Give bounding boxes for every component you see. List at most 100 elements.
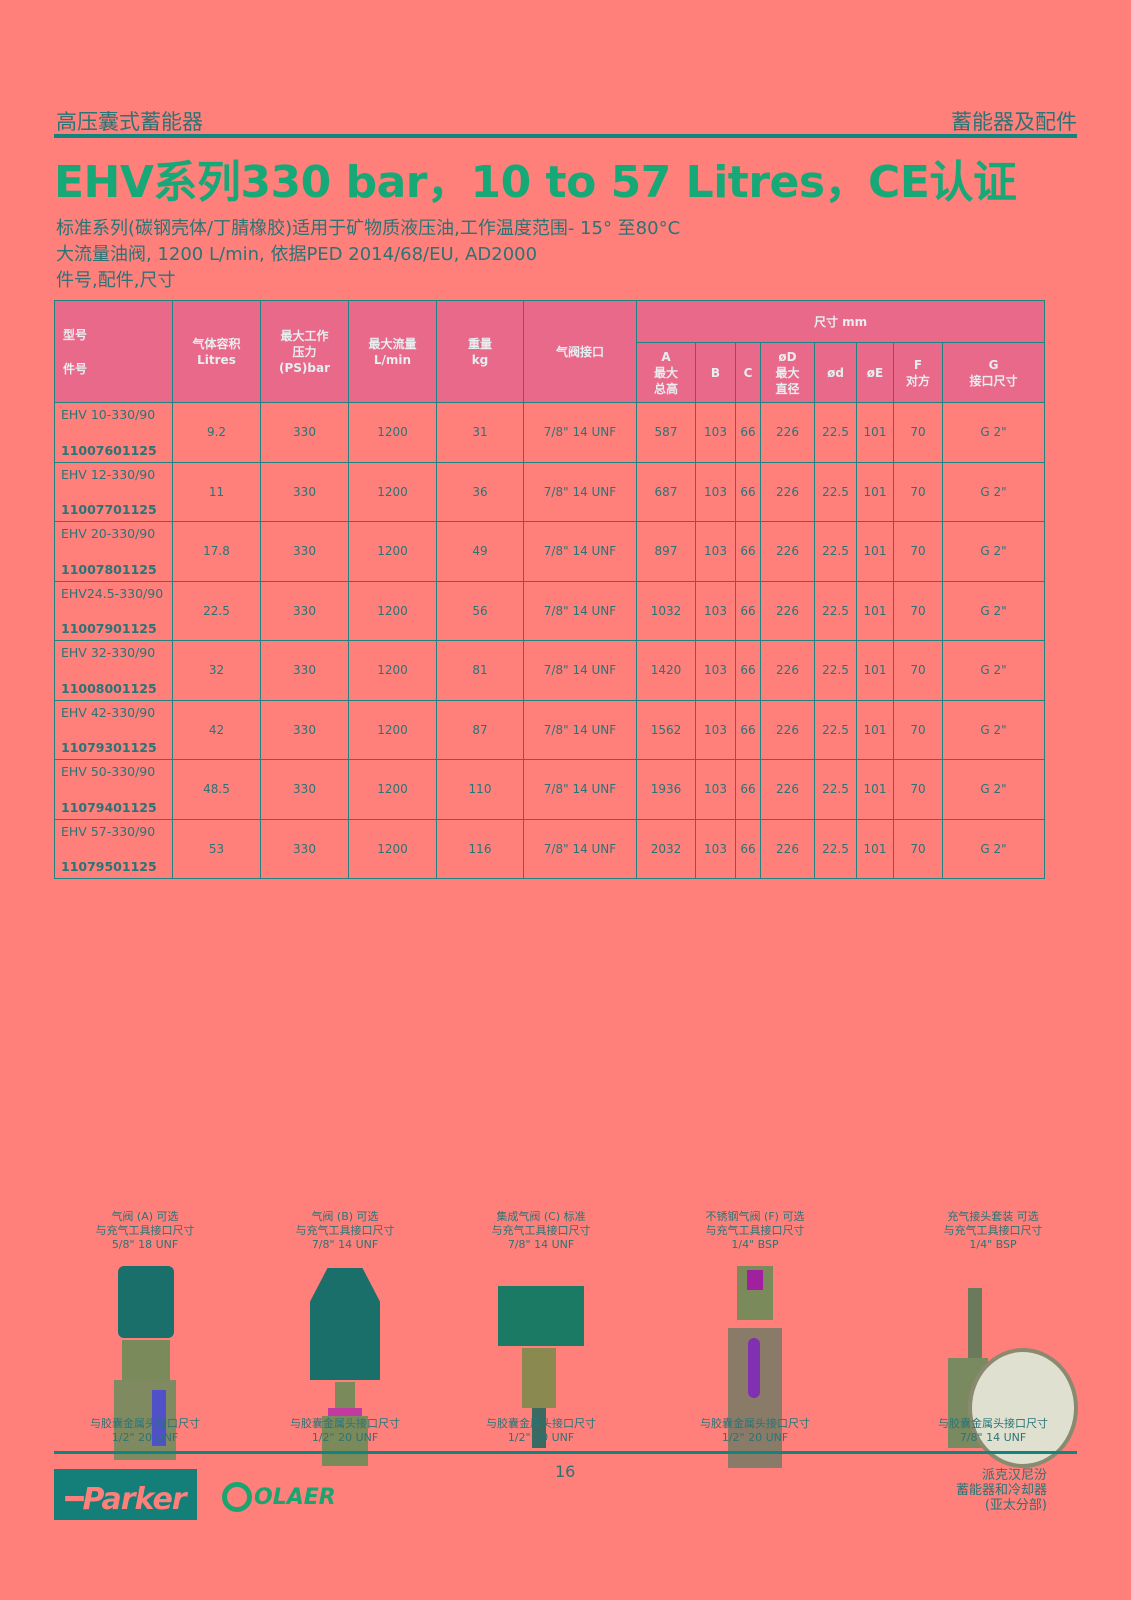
- cell-D: 226: [760, 580, 815, 641]
- accessory-bottom-label: 与胶囊金属头接口尺寸: [90, 1417, 200, 1430]
- part-number: 11079401125: [61, 799, 157, 815]
- cell-pressure: 330: [260, 699, 349, 760]
- accessory-name: 充气接头套装 可选: [947, 1210, 1039, 1223]
- cell-C: 66: [735, 402, 761, 463]
- cell-B: 103: [695, 521, 736, 582]
- cell-F: 70: [893, 461, 943, 522]
- header-valve: 气阀接口: [523, 300, 637, 403]
- accessory-bottom-label: 与胶囊金属头接口尺寸: [938, 1417, 1048, 1430]
- cell-flow: 1200: [348, 759, 437, 820]
- parker-logo: ━Parker: [54, 1469, 197, 1520]
- cell-B: 103: [695, 580, 736, 641]
- cell-d: 22.5: [814, 699, 857, 760]
- cell-A: 587: [636, 402, 696, 463]
- charging-kit-gauge-icon: [948, 1258, 1078, 1468]
- accessory-name: 气阀 (A) 可选: [111, 1210, 179, 1223]
- accessory-name: 集成气阀 (C) 标准: [496, 1210, 586, 1223]
- cell-d: 22.5: [814, 461, 857, 522]
- olaer-logo: OLAER: [222, 1482, 336, 1512]
- cell-B: 103: [695, 759, 736, 820]
- accessory-top-label: 与充气工具接口尺寸: [943, 1224, 1043, 1237]
- table-row: EHV 20-330/90 11007801125 17.8 330 1200 49 7/8…: [54, 521, 1046, 582]
- cell-C: 66: [735, 818, 761, 879]
- cell-D: 226: [760, 818, 815, 879]
- cell-pressure: 330: [260, 521, 349, 582]
- header-A: A 最大 总高: [636, 342, 696, 403]
- accessory-top-label: 与充气工具接口尺寸: [95, 1224, 195, 1237]
- accessory-bottom-size: 1/2" 20 UNF: [311, 1431, 379, 1444]
- header-F: F 对方: [893, 342, 943, 403]
- model-cell: EHV 12-330/90 11007701125: [54, 461, 173, 522]
- accessory-bottom-label: 与胶囊金属头接口尺寸: [700, 1417, 810, 1430]
- accessory-top-size: 5/8" 18 UNF: [111, 1238, 179, 1251]
- cell-D: 226: [760, 640, 815, 701]
- cell-A: 1032: [636, 580, 696, 641]
- cell-d: 22.5: [814, 521, 857, 582]
- cell-pressure: 330: [260, 640, 349, 701]
- accessory-top-size: 7/8" 14 UNF: [311, 1238, 379, 1251]
- cell-pressure: 330: [260, 759, 349, 820]
- cell-valve: 7/8" 14 UNF: [523, 818, 637, 879]
- table-row: EHV 10-330/90 11007601125 9.2 330 1200 31 7/8"…: [54, 402, 1046, 463]
- subtitle-1: 标准系列(碳钢壳体/丁腈橡胶)适用于矿物质液压油,工作温度范围- 15° 至80…: [56, 218, 681, 239]
- page-title: EHV系列330 bar，10 to 57 Litres，CE认证: [54, 157, 1017, 208]
- cell-valve: 7/8" 14 UNF: [523, 640, 637, 701]
- cell-E: 101: [856, 699, 894, 760]
- cell-A: 897: [636, 521, 696, 582]
- bottom-divider: [54, 1451, 1077, 1454]
- model-cell: EHV 50-330/90 11079401125: [54, 759, 173, 820]
- accessory-top-label: 与充气工具接口尺寸: [491, 1224, 591, 1237]
- model-cell: EHV 57-330/90 11079501125: [54, 818, 173, 879]
- accessory-item: 气阀 (B) 可选 与充气工具接口尺寸 7/8" 14 UNF 与胶囊金属头接口…: [270, 1210, 420, 1466]
- cell-volume: 22.5: [172, 580, 261, 641]
- model-cell: EHV 32-330/90 11008001125: [54, 640, 173, 701]
- model-number: EHV 42-330/90: [61, 704, 156, 720]
- gas-valve-f-icon: [710, 1258, 800, 1468]
- accessory-bottom-size: 1/2" 20 UNF: [111, 1431, 179, 1444]
- cell-d: 22.5: [814, 640, 857, 701]
- header-C: C: [735, 342, 761, 403]
- cell-D: 226: [760, 461, 815, 522]
- spec-table: 型号 件号 气体容积 Litres 最大工作 压力 (PS)bar 最大流量 L/…: [54, 300, 1046, 879]
- cell-d: 22.5: [814, 580, 857, 641]
- table-row: EHV 32-330/90 11008001125 32 330 1200 81 7/8" …: [54, 640, 1046, 701]
- cell-weight: 81: [436, 640, 524, 701]
- cell-B: 103: [695, 402, 736, 463]
- gas-valve-a-icon: [100, 1258, 190, 1460]
- cell-A: 1420: [636, 640, 696, 701]
- cell-flow: 1200: [348, 818, 437, 879]
- cell-weight: 49: [436, 521, 524, 582]
- model-number: EHV 10-330/90: [61, 407, 156, 422]
- subtitle-3: 件号,配件,尺寸: [56, 270, 176, 291]
- cell-weight: 36: [436, 461, 524, 522]
- gas-valve-b-icon: [300, 1258, 390, 1466]
- cell-G: G 2": [941, 521, 1046, 582]
- model-cell: EHV 20-330/90 11007801125: [54, 521, 173, 582]
- cell-F: 70: [893, 580, 943, 641]
- table-row: EHV24.5-330/90 11007901125 22.5 330 1200 56 7/…: [54, 580, 1046, 641]
- cell-B: 103: [695, 461, 736, 522]
- header-model: 型号 件号: [54, 300, 173, 403]
- accessory-item: 集成气阀 (C) 标准 与充气工具接口尺寸 7/8" 14 UNF 与胶囊金属头…: [466, 1210, 616, 1448]
- cell-E: 101: [856, 402, 894, 463]
- part-number: 11007801125: [61, 561, 157, 577]
- cell-G: G 2": [941, 580, 1046, 641]
- accessory-item: 充气接头套装 可选 与充气工具接口尺寸 1/4" BSP 与胶囊金属头接口尺寸 7…: [918, 1210, 1078, 1468]
- cell-valve: 7/8" 14 UNF: [523, 699, 637, 760]
- accessory-item: 气阀 (A) 可选 与充气工具接口尺寸 5/8" 18 UNF 与胶囊金属头接口…: [70, 1210, 220, 1460]
- cell-A: 2032: [636, 818, 696, 879]
- accessory-top-size: 1/4" BSP: [731, 1238, 779, 1251]
- accessory-bottom-size: 1/2" 20 UNF: [721, 1431, 789, 1444]
- cell-D: 226: [760, 699, 815, 760]
- cell-G: G 2": [941, 402, 1046, 463]
- accessory-bottom-label: 与胶囊金属头接口尺寸: [290, 1417, 400, 1430]
- cell-F: 70: [893, 402, 943, 463]
- header-dimensions: 尺寸 mm: [635, 300, 1046, 343]
- cell-B: 103: [695, 640, 736, 701]
- model-cell: EHV 10-330/90 11007601125: [54, 402, 173, 463]
- part-number: 11007701125: [61, 502, 157, 517]
- part-number: 11079501125: [61, 859, 157, 874]
- table-row: EHV 42-330/90 11079301125 42 330 1200 87 7/8" …: [54, 699, 1046, 760]
- page-number: 16: [555, 1462, 576, 1481]
- cell-E: 101: [856, 818, 894, 879]
